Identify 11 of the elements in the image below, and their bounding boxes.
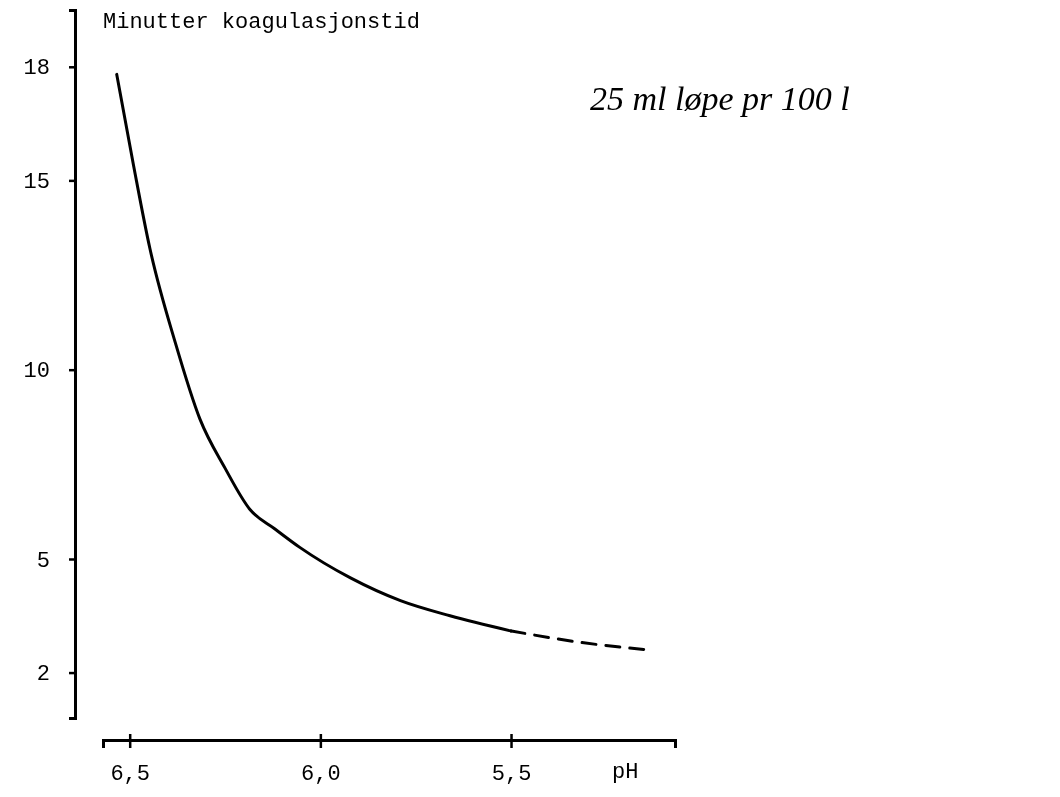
- y-axis-title: Minutter koagulasjonstid: [103, 10, 420, 35]
- y-tick-label: 10: [23, 359, 50, 385]
- y-tick-label: 15: [23, 169, 50, 195]
- y-tick-label: 5: [36, 548, 50, 574]
- y-tick-label: 2: [36, 662, 50, 688]
- x-tick-label: 5,5: [491, 761, 532, 787]
- x-tick-label: 6,5: [110, 761, 150, 787]
- x-axis-title: pH: [612, 760, 639, 785]
- x-tick-label: 6,0: [301, 761, 341, 787]
- y-tick-label: 18: [23, 56, 50, 82]
- annotation: 25 ml løpe pr 100 l: [590, 80, 850, 117]
